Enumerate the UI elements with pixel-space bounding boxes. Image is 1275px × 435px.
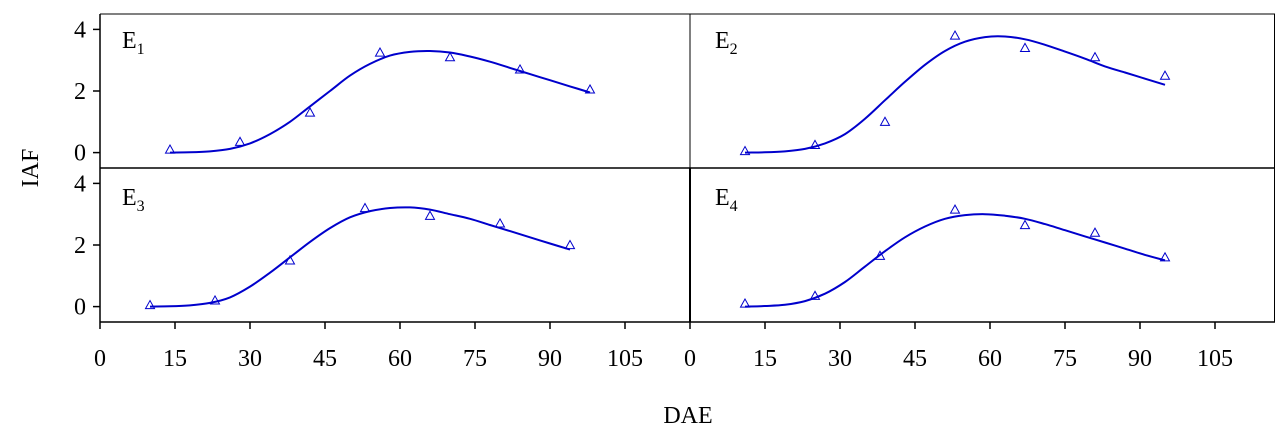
y-tick-label: 4 — [74, 17, 86, 43]
data-point — [494, 217, 506, 228]
data-point — [949, 204, 961, 214]
data-point — [809, 290, 821, 300]
x-tick-label: 15 — [163, 346, 187, 372]
data-point — [359, 202, 371, 213]
x-tick-label: 15 — [753, 346, 777, 372]
panel-label-main: E — [715, 185, 730, 211]
data-point — [739, 145, 751, 156]
panel-label-main: E — [122, 28, 137, 54]
x-tick-label: 0 — [94, 346, 106, 372]
y-tick-label: 2 — [74, 79, 86, 105]
panel-label: E4 — [715, 185, 738, 215]
panel-label: E2 — [715, 28, 738, 58]
x-tick-label: 45 — [313, 346, 337, 372]
x-tick-label: 45 — [903, 346, 927, 372]
data-point — [144, 299, 156, 310]
x-tick-label: 60 — [978, 346, 1002, 372]
panel-label-subscript: 4 — [730, 198, 738, 215]
x-tick-label: 75 — [1053, 346, 1077, 372]
x-tick-label: 75 — [463, 346, 487, 372]
y-tick-label: 0 — [74, 141, 86, 167]
data-point — [739, 297, 751, 308]
x-tick-label: 90 — [1128, 346, 1152, 372]
y-tick-label: 4 — [74, 171, 86, 197]
x-tick-label: 90 — [538, 346, 562, 372]
data-point — [1019, 219, 1031, 230]
y-tick-label: 2 — [74, 233, 86, 259]
fitted-curve — [149, 206, 571, 308]
x-axis-label: DAE — [663, 403, 712, 429]
x-tick-label: 105 — [607, 346, 643, 372]
data-point — [424, 210, 436, 220]
data-point — [304, 107, 316, 117]
data-point — [1089, 51, 1101, 62]
data-point — [874, 250, 886, 260]
x-tick-label: 105 — [1197, 346, 1233, 372]
data-point — [164, 143, 176, 154]
data-point — [444, 51, 456, 62]
data-point — [584, 83, 596, 94]
fitted-curve — [744, 35, 1166, 154]
panel-label: E3 — [122, 185, 145, 215]
data-point — [1089, 227, 1101, 237]
data-point — [284, 254, 296, 265]
x-tick-label: 30 — [238, 346, 262, 372]
data-point — [234, 136, 246, 146]
x-tick-label: 0 — [684, 346, 696, 372]
data-point — [1159, 251, 1171, 262]
data-point — [1159, 70, 1171, 80]
y-tick-label: 0 — [74, 295, 86, 321]
data-point — [879, 116, 891, 126]
x-tick-label: 60 — [388, 346, 412, 372]
data-point — [514, 63, 526, 74]
panel-label-main: E — [715, 28, 730, 54]
panel-label-subscript: 3 — [137, 198, 145, 215]
fitted-curve — [169, 49, 591, 154]
fitted-curve — [744, 213, 1166, 308]
panel-label-subscript: 1 — [137, 41, 145, 58]
panel-label: E1 — [122, 28, 145, 58]
panel-label-main: E — [122, 185, 137, 211]
y-axis-label: IAF — [18, 149, 44, 188]
data-point — [374, 46, 386, 57]
data-point — [564, 239, 576, 250]
data-point — [1019, 42, 1031, 52]
data-point — [209, 294, 221, 305]
data-point — [809, 139, 821, 149]
x-tick-label: 30 — [828, 346, 852, 372]
panel-label-subscript: 2 — [730, 41, 738, 58]
data-point — [949, 30, 961, 40]
